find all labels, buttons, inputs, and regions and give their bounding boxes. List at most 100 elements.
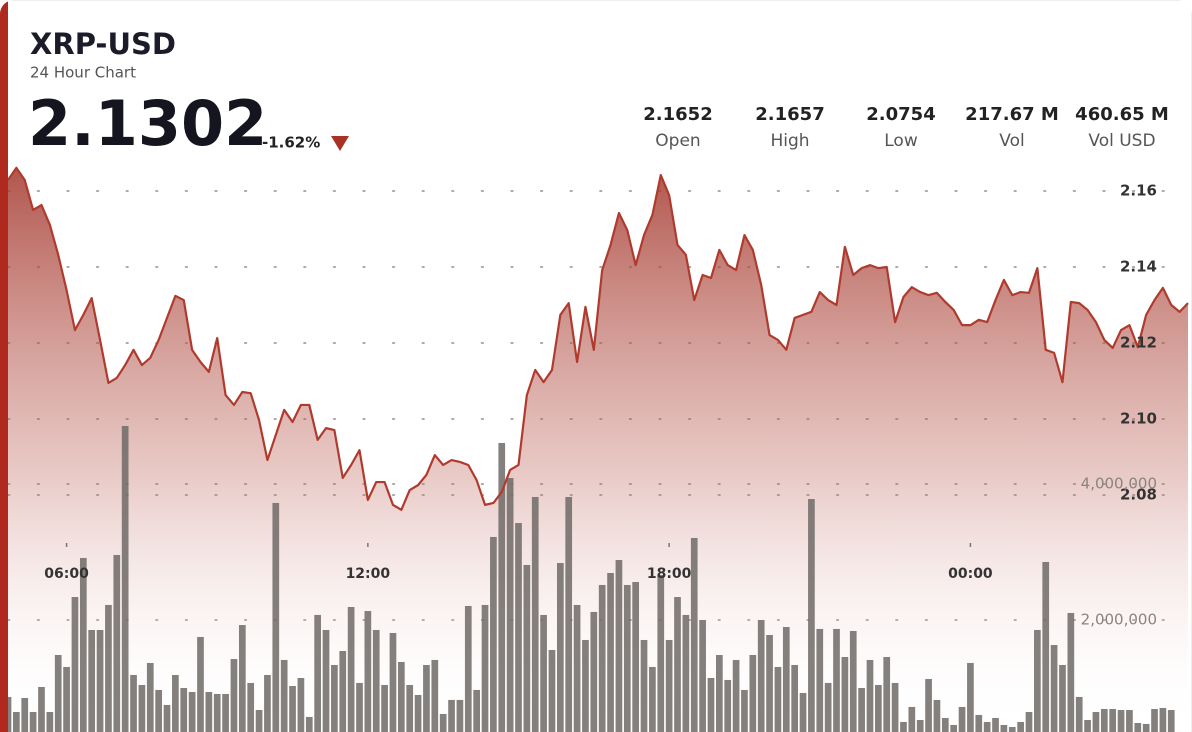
volume-bar bbox=[816, 628, 824, 732]
volume-bar bbox=[741, 689, 748, 732]
stat-value: 460.65 M bbox=[1075, 104, 1169, 125]
volume-bar bbox=[205, 691, 213, 732]
volume-bar bbox=[172, 674, 179, 732]
volume-bar bbox=[1092, 711, 1100, 732]
volume-bar bbox=[1100, 708, 1108, 732]
volume-bar bbox=[649, 666, 656, 732]
x-tick-label: 18:00 bbox=[647, 566, 692, 582]
last-price: 2.1302 bbox=[28, 87, 267, 160]
volume-bar bbox=[29, 711, 37, 732]
volume-bar bbox=[1075, 696, 1083, 732]
stat-label: High bbox=[770, 131, 809, 151]
volume-bar bbox=[749, 655, 757, 732]
x-tick-label: 00:00 bbox=[948, 566, 993, 582]
volume-bar bbox=[607, 573, 614, 732]
volume-bar bbox=[916, 720, 924, 732]
volume-bar bbox=[88, 629, 96, 732]
volume-bar bbox=[121, 425, 129, 732]
x-tick-label: 12:00 bbox=[346, 566, 391, 582]
volume-bar bbox=[565, 496, 573, 732]
volume-bar bbox=[314, 614, 321, 732]
volume-bar bbox=[481, 604, 489, 732]
volume-bar bbox=[146, 662, 154, 732]
volume-bar bbox=[933, 699, 941, 732]
volume-bar bbox=[197, 636, 204, 732]
volume-bar bbox=[1025, 711, 1033, 732]
volume-bar bbox=[406, 684, 414, 732]
volume-bar bbox=[423, 665, 430, 732]
volume-bar bbox=[264, 674, 271, 732]
volume-bar bbox=[824, 682, 832, 732]
volume-bar bbox=[791, 665, 799, 732]
volume-bar bbox=[623, 584, 631, 732]
volume-bar bbox=[556, 563, 564, 732]
volume-bar bbox=[699, 619, 706, 732]
volume-bar bbox=[883, 656, 891, 732]
volume-bar bbox=[573, 604, 581, 732]
volume-bar bbox=[1167, 710, 1175, 732]
volume-bar bbox=[531, 496, 539, 732]
volume-bar bbox=[1042, 561, 1050, 732]
volume-bar bbox=[297, 677, 305, 732]
volume-bar bbox=[590, 611, 598, 732]
volume-bar bbox=[640, 639, 648, 732]
volume-bar bbox=[155, 689, 162, 732]
price-change: -1.62% bbox=[262, 134, 320, 152]
volume-bar bbox=[1050, 645, 1058, 732]
volume-bar bbox=[900, 721, 907, 732]
price-line bbox=[7, 166, 1189, 511]
volume-bar bbox=[724, 679, 732, 732]
volume-bar bbox=[414, 694, 422, 732]
volume-bar bbox=[138, 684, 146, 732]
volume-bar bbox=[381, 684, 388, 732]
volume-bar bbox=[858, 687, 865, 732]
volume-bar bbox=[331, 665, 338, 732]
volume-bar bbox=[766, 635, 773, 732]
stat-label: Low bbox=[884, 131, 918, 151]
y2-tick-label: 2,000,000 bbox=[1081, 610, 1157, 628]
volume-bar bbox=[975, 714, 983, 732]
volume-bar bbox=[523, 564, 531, 732]
volume-bar bbox=[96, 629, 104, 732]
volume-bar bbox=[238, 625, 246, 732]
y-tick-label: 2.12 bbox=[1120, 334, 1157, 352]
down-arrow bbox=[331, 136, 349, 151]
volume-bar bbox=[1109, 708, 1117, 732]
volume-bar bbox=[222, 693, 229, 732]
volume-bar bbox=[1034, 629, 1041, 732]
volume-bar bbox=[163, 704, 171, 732]
volume-bar bbox=[808, 499, 815, 732]
volume-bar bbox=[322, 629, 330, 732]
volume-bar bbox=[113, 554, 121, 732]
accent-bar bbox=[0, 0, 8, 732]
volume-bar bbox=[1067, 612, 1075, 732]
volume-bar bbox=[1142, 723, 1150, 732]
volume-bar bbox=[230, 659, 238, 732]
volume-bar bbox=[247, 682, 255, 732]
volume-bar bbox=[130, 674, 137, 732]
volume-bar bbox=[1008, 727, 1016, 732]
volume-bar bbox=[841, 656, 849, 732]
stat-value: 2.1652 bbox=[643, 104, 712, 125]
volume-bar bbox=[1059, 665, 1066, 732]
volume-bar bbox=[356, 682, 363, 732]
volume-bar bbox=[54, 655, 62, 732]
volume-bar bbox=[448, 699, 455, 732]
volume-bar bbox=[490, 536, 497, 732]
volume-bar bbox=[456, 699, 464, 732]
volume-bar bbox=[941, 717, 949, 732]
volume-bar bbox=[540, 614, 547, 732]
volume-bar bbox=[983, 721, 991, 732]
volume-bar bbox=[782, 626, 790, 732]
volume-bar bbox=[272, 502, 280, 732]
volume-bar bbox=[280, 659, 288, 732]
volume-bar bbox=[1084, 720, 1091, 732]
volume-bar bbox=[657, 574, 665, 732]
volume-bar bbox=[774, 666, 782, 732]
volume-bar bbox=[38, 686, 45, 732]
volume-bar bbox=[21, 697, 29, 732]
volume-bar bbox=[105, 604, 112, 732]
volume-bar bbox=[716, 655, 723, 732]
